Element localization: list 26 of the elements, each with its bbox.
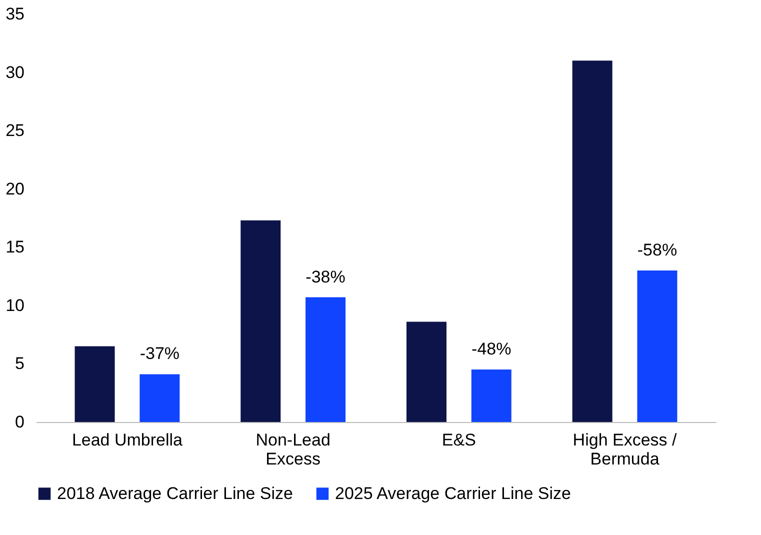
bar (471, 370, 512, 422)
y-tick-label: 20 (6, 179, 24, 198)
bar (74, 346, 115, 422)
annotation: -58% (637, 240, 678, 260)
x-tick-label: E&S (442, 430, 476, 450)
bar (637, 270, 678, 422)
annotation: -37% (140, 344, 180, 364)
bar (406, 322, 446, 422)
y-tick-label: 35 (6, 4, 24, 24)
x-tick-label: Lead Umbrella (72, 430, 184, 450)
y-tick-label: 30 (6, 62, 24, 82)
x-tick-label: High Excess / Bermuda (572, 430, 678, 468)
annotation: -48% (472, 340, 512, 359)
y-tick-label: 25 (6, 121, 24, 140)
legend-label: 2025 Average Carrier Line Size (335, 484, 571, 503)
bar (140, 374, 180, 422)
y-tick-label: 15 (6, 238, 24, 257)
y-tick-label: 5 (15, 354, 24, 374)
y-tick-label: 0 (15, 412, 24, 432)
legend-label: 2018 Average Carrier Line Size (57, 484, 293, 503)
annotation: -38% (306, 267, 346, 286)
bar (572, 60, 612, 422)
x-tick-label: Non-Lead Excess (256, 430, 330, 468)
y-tick-label: 10 (6, 296, 24, 315)
bar (306, 297, 346, 422)
bar (240, 220, 281, 422)
